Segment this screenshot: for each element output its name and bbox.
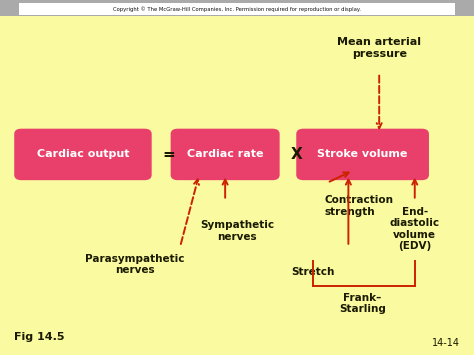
Text: Frank–
Starling: Frank– Starling bbox=[339, 293, 386, 314]
Text: End-
diastolic
volume
(EDV): End- diastolic volume (EDV) bbox=[390, 207, 440, 251]
FancyBboxPatch shape bbox=[171, 129, 280, 180]
Text: Cardiac output: Cardiac output bbox=[36, 149, 129, 159]
Text: Fig 14.5: Fig 14.5 bbox=[14, 332, 65, 342]
Text: Stroke volume: Stroke volume bbox=[318, 149, 408, 159]
FancyBboxPatch shape bbox=[14, 129, 152, 180]
Text: Parasympathetic
nerves: Parasympathetic nerves bbox=[85, 254, 185, 275]
Text: Stretch: Stretch bbox=[291, 267, 335, 277]
Text: Mean arterial
pressure: Mean arterial pressure bbox=[337, 37, 421, 59]
Text: Cardiac rate: Cardiac rate bbox=[187, 149, 264, 159]
Text: Copyright © The McGraw-Hill Companies, Inc. Permission required for reproduction: Copyright © The McGraw-Hill Companies, I… bbox=[113, 6, 361, 12]
Text: =: = bbox=[162, 147, 174, 162]
Text: 14-14: 14-14 bbox=[432, 338, 460, 348]
FancyBboxPatch shape bbox=[0, 0, 474, 16]
Text: Contraction
strength: Contraction strength bbox=[325, 195, 394, 217]
Text: X: X bbox=[291, 147, 302, 162]
Text: Sympathetic
nerves: Sympathetic nerves bbox=[200, 220, 274, 241]
FancyBboxPatch shape bbox=[19, 3, 455, 15]
FancyBboxPatch shape bbox=[296, 129, 429, 180]
